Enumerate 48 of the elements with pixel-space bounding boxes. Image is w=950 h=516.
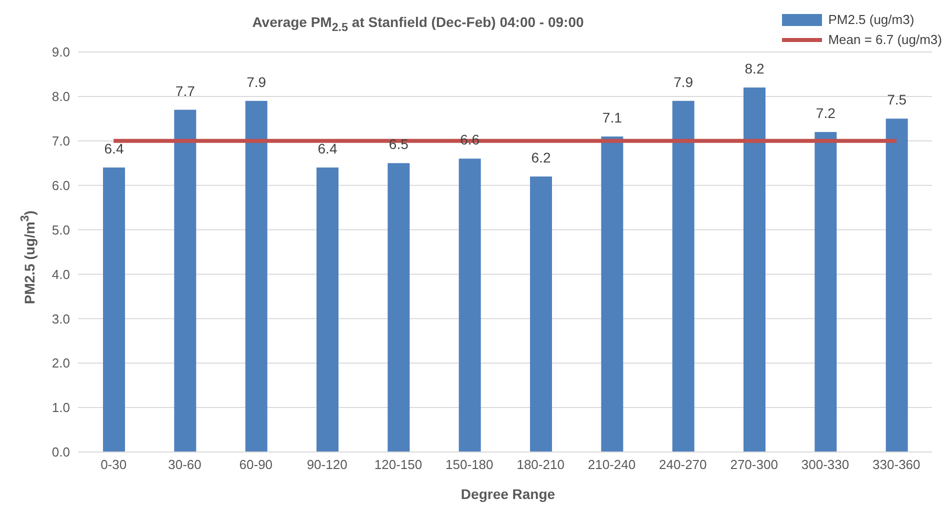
x-tick-label: 60-90 (239, 457, 273, 472)
data-label: 7.9 (246, 74, 266, 90)
bar (316, 168, 338, 452)
bar (458, 158, 481, 452)
y-tick-label: 0.0 (52, 444, 70, 460)
y-tick-label: 3.0 (52, 311, 70, 326)
bar (103, 168, 125, 452)
x-tick-label: 30-60 (168, 457, 202, 472)
data-label: 6.4 (104, 140, 124, 157)
bar (245, 100, 268, 452)
bar (530, 176, 552, 452)
y-tick-label: 7.0 (52, 134, 70, 149)
y-tick-label: 8.0 (52, 89, 70, 104)
y-tick-label: 6.0 (52, 178, 70, 193)
bar (886, 118, 908, 452)
x-tick-label: 300-330 (801, 457, 850, 472)
x-axis-title: Degree Range (460, 486, 556, 502)
bar (174, 110, 196, 452)
y-tick-label: 4.0 (52, 266, 70, 282)
x-tick-label: 240-270 (659, 457, 707, 472)
x-tick-label: 210-240 (588, 457, 636, 472)
x-tick-label: 330-360 (872, 457, 920, 472)
data-label: 7.5 (887, 92, 907, 108)
data-label: 6.4 (318, 140, 338, 157)
data-label: 7.1 (602, 109, 622, 126)
x-tick-label: 0-30 (100, 457, 127, 472)
y-tick-label: 5.0 (52, 222, 70, 238)
chart-title: Average PM$_{2.5}$ at Stanfield (Dec-Feb) 04:00 - 09:00 (251, 14, 585, 34)
x-tick-label: 180-210 (516, 457, 564, 472)
data-label: 8.2 (744, 60, 764, 77)
data-label: 7.9 (674, 74, 694, 90)
data-label: 6.2 (531, 149, 551, 166)
bar (672, 100, 694, 452)
data-label: 7.2 (816, 105, 836, 121)
y-tick-label: 2.0 (52, 356, 70, 371)
legend-label: PM2.5 (ug/m3) (828, 11, 914, 29)
x-tick-label: 150-180 (446, 457, 494, 472)
bar (744, 88, 766, 452)
x-tick-label: 270-300 (730, 457, 778, 472)
bar (814, 132, 837, 452)
data-label: 7.7 (175, 82, 196, 99)
x-tick-label: 120-150 (374, 457, 422, 472)
y-tick-label: 9.0 (52, 44, 70, 60)
bar (601, 136, 624, 452)
bar (388, 163, 410, 452)
legend-label: Mean = 6.7 (ug/m3) (828, 31, 942, 49)
x-tick-label: 90-120 (306, 457, 348, 472)
y-tick-label: 1.0 (52, 400, 70, 416)
